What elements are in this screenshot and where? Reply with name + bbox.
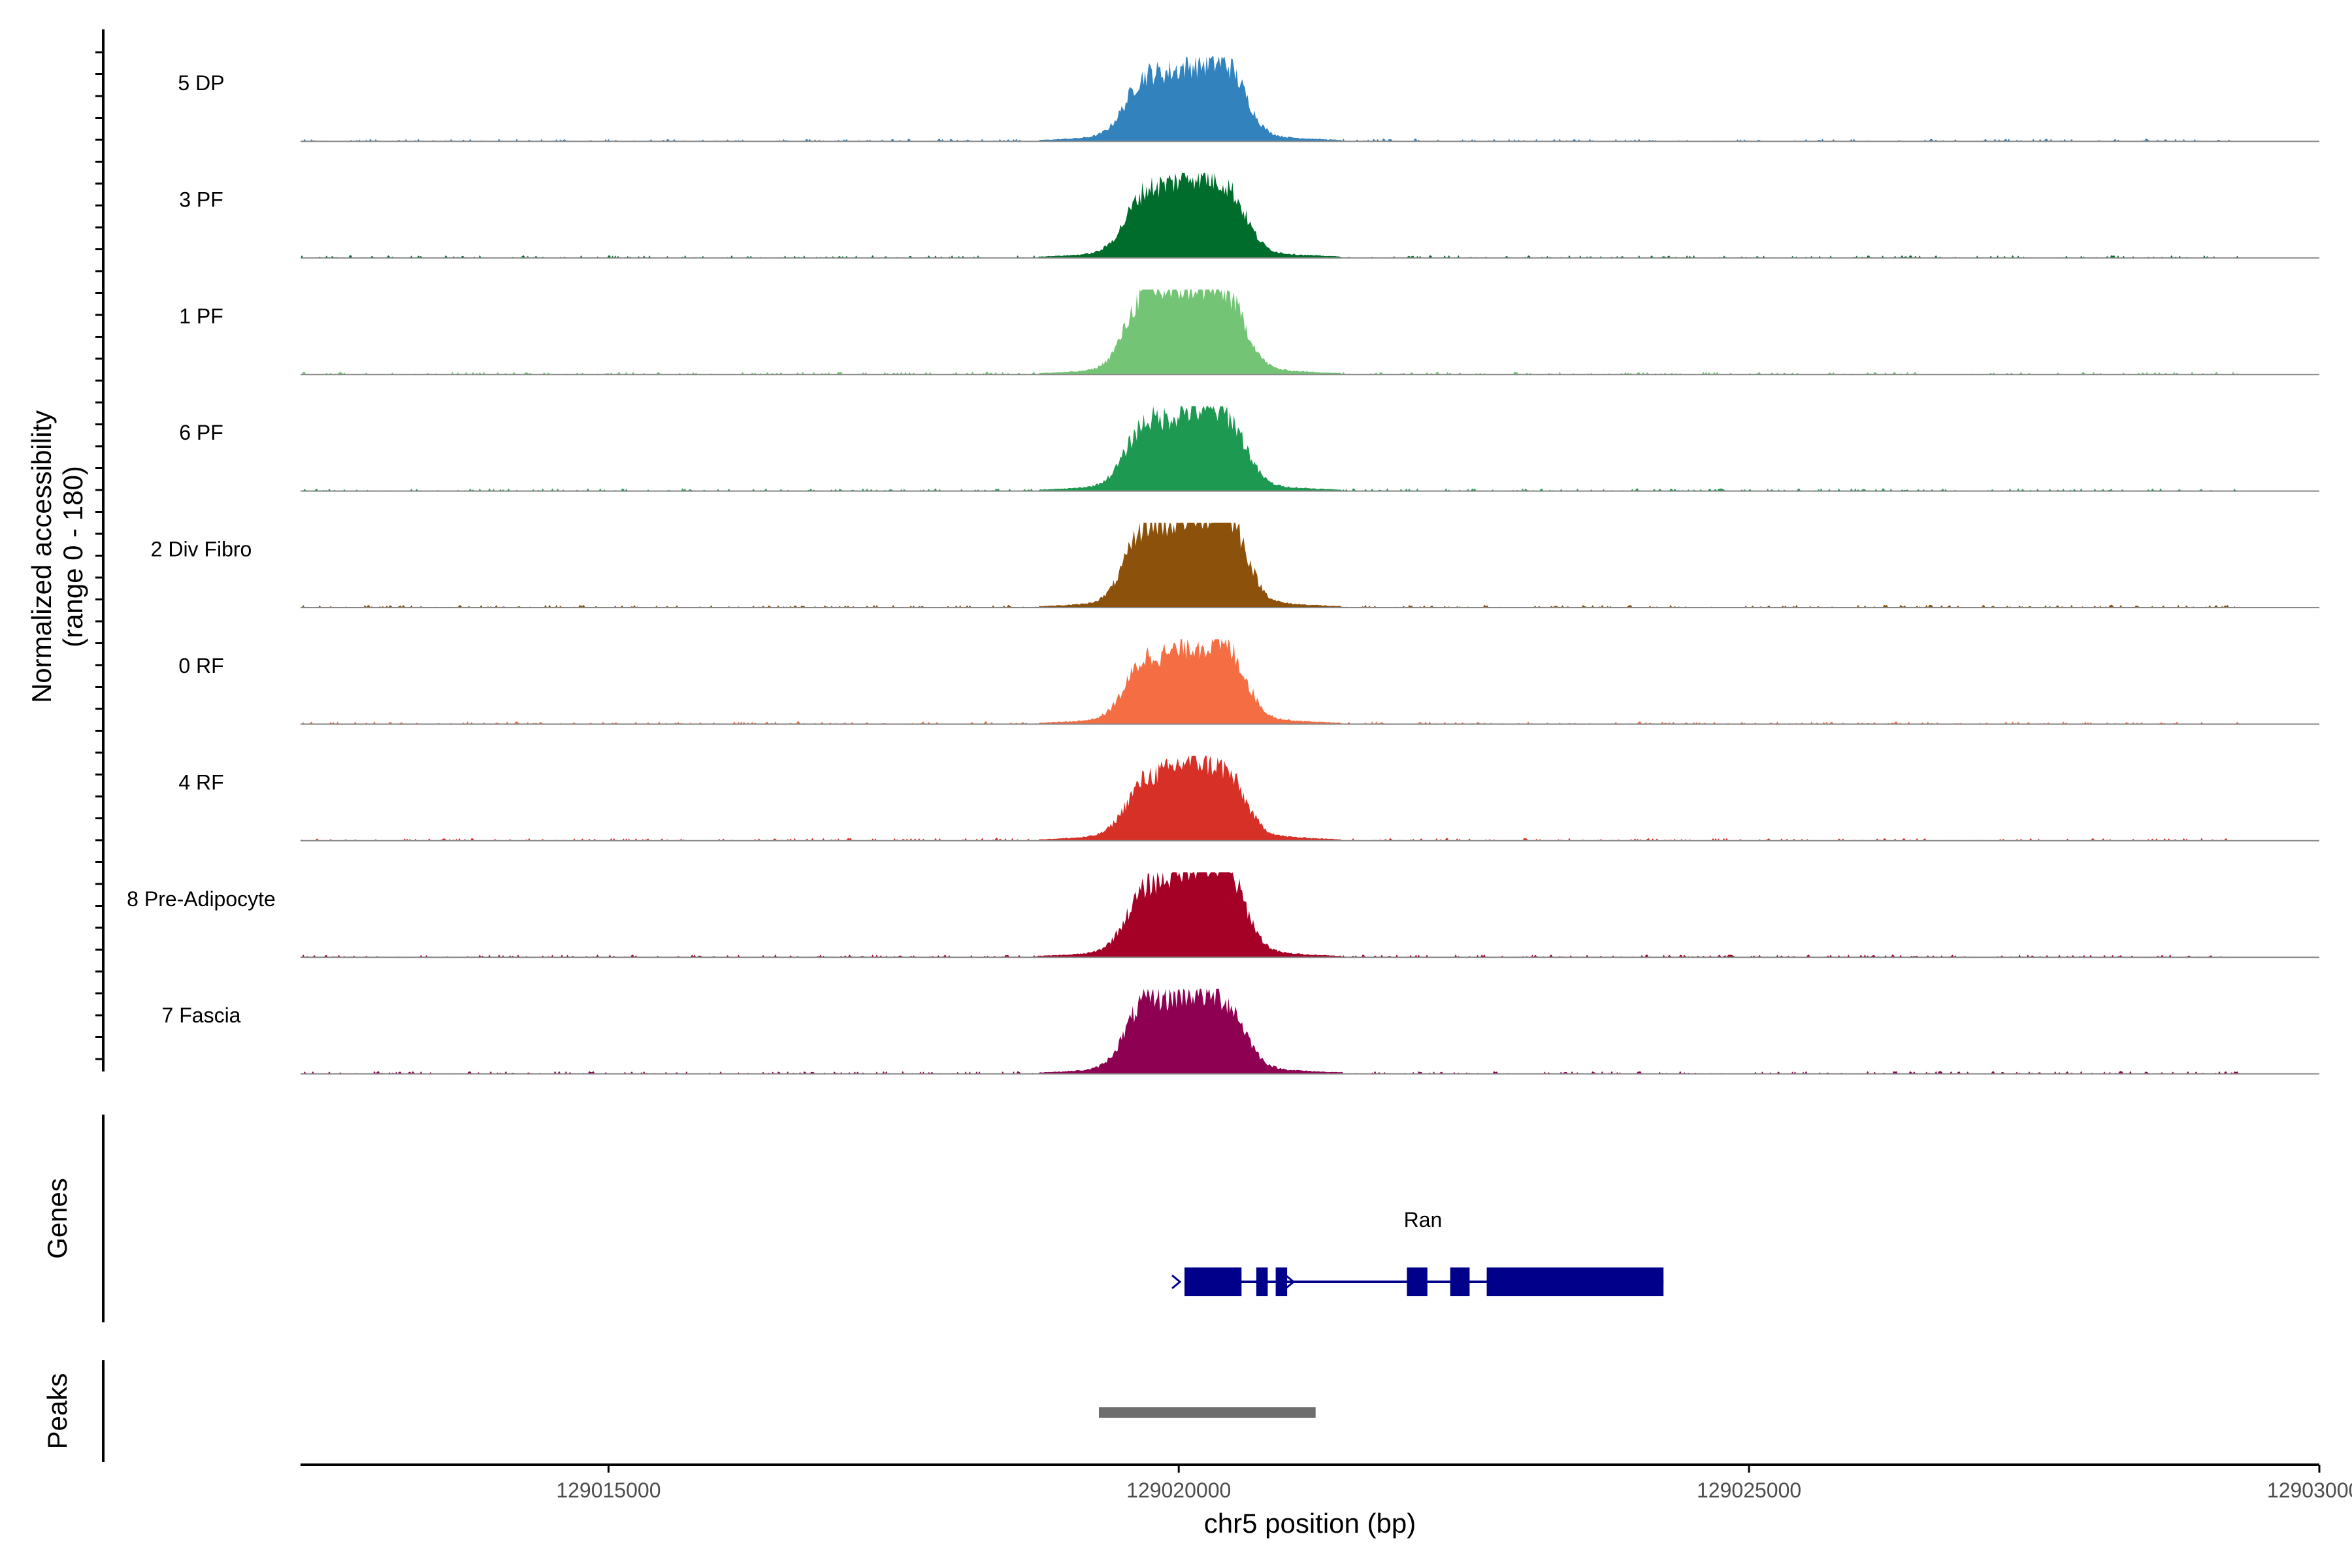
track-label: 4 RF xyxy=(178,770,223,794)
peaks-panel-label: Peaks xyxy=(42,1373,73,1450)
track-3-pf: 3 PF xyxy=(179,172,2319,259)
x-tick-label: 129020000 xyxy=(1126,1478,1231,1502)
gene-name-label: Ran xyxy=(1404,1208,1443,1232)
coverage-area xyxy=(301,523,2240,608)
strand-arrow xyxy=(1171,1274,1182,1290)
track-8-pre-adipocyte: 8 Pre-Adipocyte xyxy=(127,872,2319,958)
track-label: 3 PF xyxy=(179,188,223,211)
track-label: 2 Div Fibro xyxy=(151,538,252,561)
coverage-area xyxy=(301,406,2240,491)
gene-exon xyxy=(1184,1267,1242,1296)
x-tick-label: 129025000 xyxy=(1697,1478,1801,1502)
track-label: 7 Fascia xyxy=(162,1004,241,1027)
coverage-area xyxy=(301,172,2240,258)
gene-exon xyxy=(1407,1267,1428,1296)
track-7-fascia: 7 Fascia xyxy=(162,988,2319,1075)
y-axis-label: Normalized accessibility xyxy=(26,410,57,703)
track-1-pf: 1 PF xyxy=(179,289,2319,376)
coverage-area xyxy=(301,56,2240,142)
gene-exon xyxy=(1486,1267,1664,1296)
track-label: 6 PF xyxy=(179,421,223,444)
track-label: 1 PF xyxy=(179,304,223,328)
track-6-pf: 6 PF xyxy=(179,406,2319,492)
track-4-rf: 4 RF xyxy=(178,755,2319,841)
x-tick-label: 129015000 xyxy=(556,1478,661,1502)
track-label: 0 RF xyxy=(178,654,223,678)
gene-exon xyxy=(1275,1267,1288,1296)
track-2-div-fibro: 2 Div Fibro xyxy=(151,523,2319,608)
peak-track xyxy=(1099,1407,1316,1418)
y-axis-range-label: (range 0 - 180) xyxy=(57,466,88,647)
strand-arrow xyxy=(1285,1274,1296,1290)
track-label: 8 Pre-Adipocyte xyxy=(127,887,276,911)
coverage-area xyxy=(301,289,2240,375)
coverage-tracks: 5 DP 3 PF 1 PF 6 PF 2 Div Fibro 0 RF 4 RF 8 Pre… xyxy=(127,56,2319,1075)
track-label: 5 DP xyxy=(178,71,224,95)
y-axis xyxy=(95,29,105,1071)
peak-region xyxy=(1099,1407,1316,1418)
gene-track: Ran xyxy=(1171,1208,1664,1296)
genes-panel-label: Genes xyxy=(42,1178,73,1259)
x-axis-label: chr5 position (bp) xyxy=(1204,1508,1416,1539)
coverage-area xyxy=(301,988,2240,1074)
coverage-area xyxy=(301,639,2240,725)
coverage-area xyxy=(301,872,2240,958)
track-0-rf: 0 RF xyxy=(178,639,2319,725)
gene-exon xyxy=(1256,1267,1268,1296)
gene-exon xyxy=(1450,1267,1470,1296)
track-5-dp: 5 DP xyxy=(178,56,2319,142)
x-axis: 129015000 129020000 129025000 129030000 xyxy=(301,1463,2352,1502)
x-tick-label: 129030000 xyxy=(2267,1478,2352,1502)
coverage-area xyxy=(301,755,2240,841)
